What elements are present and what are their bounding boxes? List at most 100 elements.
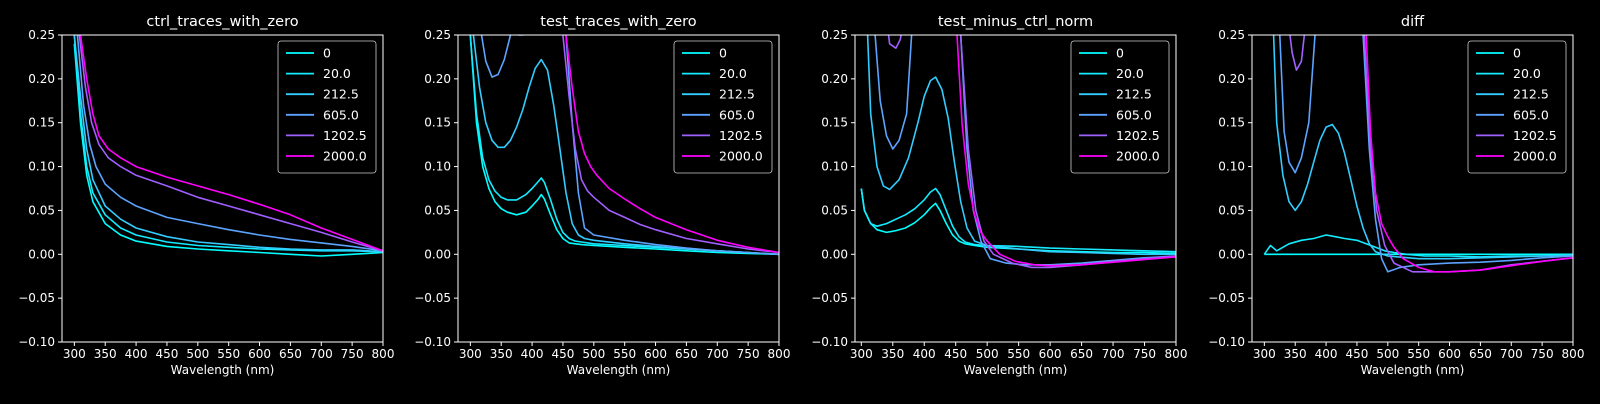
series-line-2000.0 <box>1365 35 1573 273</box>
y-tick-label: −0.05 <box>1208 291 1245 305</box>
x-axis-label: Wavelength (nm) <box>1361 363 1465 377</box>
y-tick-label: 0.00 <box>424 247 451 261</box>
legend-label: 605.0 <box>1513 107 1549 122</box>
series-group <box>860 35 1176 269</box>
x-tick-label: 800 <box>1562 347 1585 361</box>
legend-label: 1202.5 <box>323 128 367 143</box>
legend-label: 20.0 <box>1116 66 1144 81</box>
series-group <box>1263 35 1573 273</box>
x-tick-label: 450 <box>1345 347 1368 361</box>
legend-label: 605.0 <box>323 107 359 122</box>
x-tick-label: 350 <box>490 347 513 361</box>
x-tick-label: 700 <box>706 347 729 361</box>
subplot-1: 300 350 400 450 500 550 600 650 700 750 800 −0.10 −0… <box>18 14 394 377</box>
y-tick-label: 0.25 <box>28 28 55 42</box>
x-tick-label: 400 <box>913 347 936 361</box>
x-tick-label: 500 <box>582 347 605 361</box>
series-line-605.0 <box>1279 35 1573 273</box>
x-tick-label: 450 <box>944 347 967 361</box>
legend-label: 2000.0 <box>1116 149 1160 164</box>
series-line-2000.0 <box>956 35 1176 267</box>
x-tick-label: 500 <box>976 347 999 361</box>
x-tick-label: 450 <box>155 347 178 361</box>
series-line-212.5 <box>1272 35 1573 260</box>
axes-frame <box>457 34 780 343</box>
legend-label: 2000.0 <box>719 149 763 164</box>
x-tick-label: 600 <box>248 347 271 361</box>
y-tick-label: 0.20 <box>28 72 55 86</box>
y-tick-label: −0.10 <box>18 335 55 349</box>
series-line-212.5 <box>472 35 779 256</box>
axes-frame <box>1251 34 1574 343</box>
legend-label: 605.0 <box>719 107 755 122</box>
x-tick-label: 750 <box>341 347 364 361</box>
y-tick-label: 0.00 <box>1218 247 1245 261</box>
x-tick-label: 650 <box>1070 347 1093 361</box>
x-tick-label: 300 <box>459 347 482 361</box>
y-tick-label: 0.15 <box>28 116 55 130</box>
x-tick-label: 700 <box>1500 347 1523 361</box>
x-tick-label: 700 <box>310 347 333 361</box>
x-tick-label: 750 <box>1531 347 1554 361</box>
y-tick-label: 0.20 <box>821 72 848 86</box>
x-tick-label: 800 <box>372 347 395 361</box>
y-tick-label: −0.10 <box>1208 335 1245 349</box>
x-tick-label: 350 <box>94 347 117 361</box>
y-tick-label: 0.15 <box>424 116 451 130</box>
x-axis-label: Wavelength (nm) <box>964 363 1068 377</box>
y-tick-label: 0.10 <box>1218 160 1245 174</box>
legend-label: 20.0 <box>323 66 351 81</box>
series-line-605.0 <box>874 35 1176 266</box>
series-group <box>469 35 779 256</box>
x-tick-label: 350 <box>1284 347 1307 361</box>
chart-title: test_traces_with_zero <box>540 14 697 30</box>
x-tick-label: 800 <box>768 347 791 361</box>
legend-label: 2000.0 <box>323 149 367 164</box>
x-tick-label: 550 <box>613 347 636 361</box>
x-tick-label: 500 <box>1376 347 1399 361</box>
y-tick-label: 0.00 <box>821 247 848 261</box>
y-tick-label: 0.10 <box>821 160 848 174</box>
legend-label: 2000.0 <box>1513 149 1557 164</box>
y-tick-label: −0.05 <box>811 291 848 305</box>
x-tick-label: 550 <box>1007 347 1030 361</box>
series-line-20.0 <box>860 187 1176 253</box>
x-tick-label: 350 <box>881 347 904 361</box>
legend-label: 1202.5 <box>1116 128 1160 143</box>
legend-label: 1202.5 <box>1513 128 1557 143</box>
series-line-212.5 <box>73 35 383 253</box>
axes-frame <box>854 34 1177 343</box>
y-tick-label: 0.25 <box>821 28 848 42</box>
x-tick-label: 600 <box>644 347 667 361</box>
series-line-20.0 <box>1263 234 1573 258</box>
legend: 0 20.0 212.5 605.0 1202.5 2000.0 <box>1467 40 1567 174</box>
legend-label: 20.0 <box>1513 66 1541 81</box>
y-tick-label: 0.15 <box>1218 116 1245 130</box>
y-tick-label: −0.05 <box>18 291 55 305</box>
x-tick-label: 550 <box>1407 347 1430 361</box>
legend-label: 0 <box>323 46 331 61</box>
chart-title: test_minus_ctrl_norm <box>938 14 1093 30</box>
y-tick-label: 0.25 <box>1218 28 1245 42</box>
series-line-605.0 <box>480 35 779 256</box>
y-tick-label: −0.05 <box>414 291 451 305</box>
chart-title: diff <box>1401 14 1425 30</box>
x-tick-label: 750 <box>1133 347 1156 361</box>
legend-label: 212.5 <box>1116 87 1152 102</box>
x-tick-label: 750 <box>737 347 760 361</box>
subplot-4: 300 350 400 450 500 550 600 650 700 750 800 −0.10 −0… <box>1208 14 1584 377</box>
y-tick-label: 0.05 <box>424 203 451 217</box>
x-tick-label: 650 <box>279 347 302 361</box>
series-line-2000.0 <box>79 35 383 252</box>
y-tick-label: 0.10 <box>28 160 55 174</box>
y-tick-label: 0.05 <box>28 203 55 217</box>
series-line-2000.0 <box>565 35 779 254</box>
series-line-1202.5 <box>78 35 383 252</box>
x-tick-label: 400 <box>125 347 148 361</box>
series-line-20.0 <box>73 35 383 253</box>
series-line-212.5 <box>866 35 1176 256</box>
y-tick-label: −0.10 <box>414 335 451 349</box>
y-tick-label: 0.05 <box>1218 203 1245 217</box>
